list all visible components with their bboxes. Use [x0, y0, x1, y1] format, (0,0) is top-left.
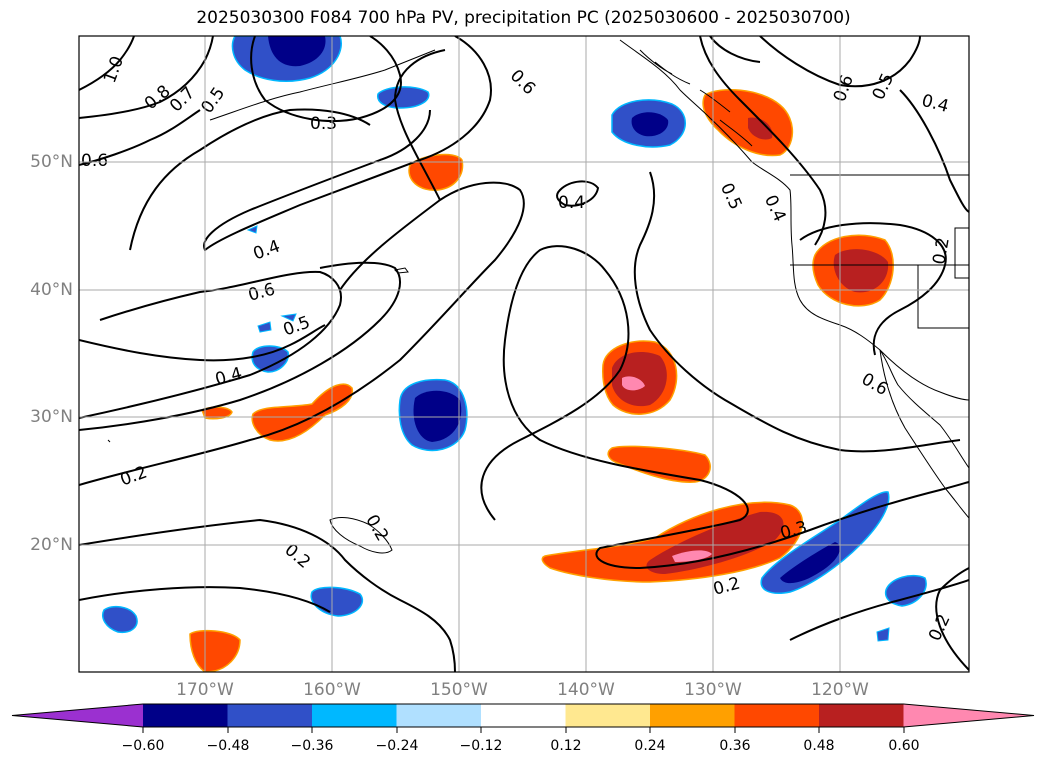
lon-label-140w: 140°W [557, 680, 615, 700]
lon-label-130w: 130°W [684, 680, 742, 700]
contour-label: 0.6 [81, 151, 108, 171]
contour-label: 0.2 [711, 573, 742, 599]
colorbar-ticks [142, 727, 905, 733]
contour-label: 0.5 [197, 84, 229, 118]
colorbar-tick-label: −0.60 [121, 738, 165, 754]
lon-label-170w: 170°W [176, 680, 234, 700]
colorbar-segment [227, 704, 313, 727]
gridlines [79, 36, 969, 672]
contour-label: 0.2 [361, 511, 392, 544]
contour-label: 0.6 [830, 72, 858, 104]
contour-label: 1.0 [100, 54, 128, 86]
contour-label: 0.4 [251, 236, 283, 264]
colorbar-tick-label: 0.12 [550, 738, 582, 754]
colorbar-segment [143, 704, 228, 727]
colorbar-segment [650, 704, 735, 727]
colorbar-segment [819, 704, 904, 727]
colorbar [11, 703, 1035, 728]
lon-label-160w: 160°W [303, 680, 361, 700]
contour-label: 0.4 [919, 91, 950, 117]
colorbar-tick-label: −0.24 [375, 738, 419, 754]
colorbar-tick-label: 0.48 [803, 738, 835, 754]
colorbar-segment [312, 704, 397, 727]
colorbar-tick-label: 0.36 [719, 738, 751, 754]
map-title: 2025030300 F084 700 hPa PV, precipitatio… [196, 8, 851, 28]
contour-label: 0.6 [506, 66, 539, 99]
colorbar-tick-label: −0.48 [206, 738, 250, 754]
lon-label-150w: 150°W [430, 680, 488, 700]
contour-label: 0.4 [760, 192, 790, 225]
pv-contours [79, 36, 969, 672]
contour-label: 0.7 [166, 83, 199, 116]
contour-label: 0.2 [925, 611, 955, 644]
contour-label: 0.4 [558, 193, 585, 213]
colorbar-tick-label: 0.60 [888, 738, 920, 754]
contour-label: 0.4 [213, 364, 244, 390]
colorbar-segment [734, 704, 820, 727]
contour-label: 0.3 [310, 114, 337, 134]
lat-label-30n: 30°N [30, 407, 73, 427]
contour-label: 0.6 [858, 369, 891, 400]
contour-label: 0.2 [929, 236, 953, 266]
lat-label-20n: 20°N [30, 535, 73, 555]
map-area: 1.0 0.8 0.7 0.5 0.3 0.6 0.6 0.4 0.4 0.6 … [79, 36, 969, 672]
colorbar-extend-low [12, 704, 143, 727]
colorbar-segment [481, 704, 566, 727]
lon-label-120w: 120°W [811, 680, 869, 700]
colorbar-tick-label: 0.24 [634, 738, 666, 754]
colorbar-tick-label: −0.36 [290, 738, 334, 754]
contour-label: 0.5 [716, 180, 746, 213]
lat-label-40n: 40°N [30, 280, 73, 300]
lat-label-50n: 50°N [30, 152, 73, 172]
precip-negative-shading [102, 36, 927, 642]
precip-positive-shading [189, 88, 894, 672]
colorbar-segment [565, 704, 651, 727]
map-frame [78, 35, 970, 673]
colorbar-segment [396, 704, 482, 727]
colorbar-extend-high [903, 704, 1034, 727]
colorbar-tick-label: −0.12 [459, 738, 503, 754]
